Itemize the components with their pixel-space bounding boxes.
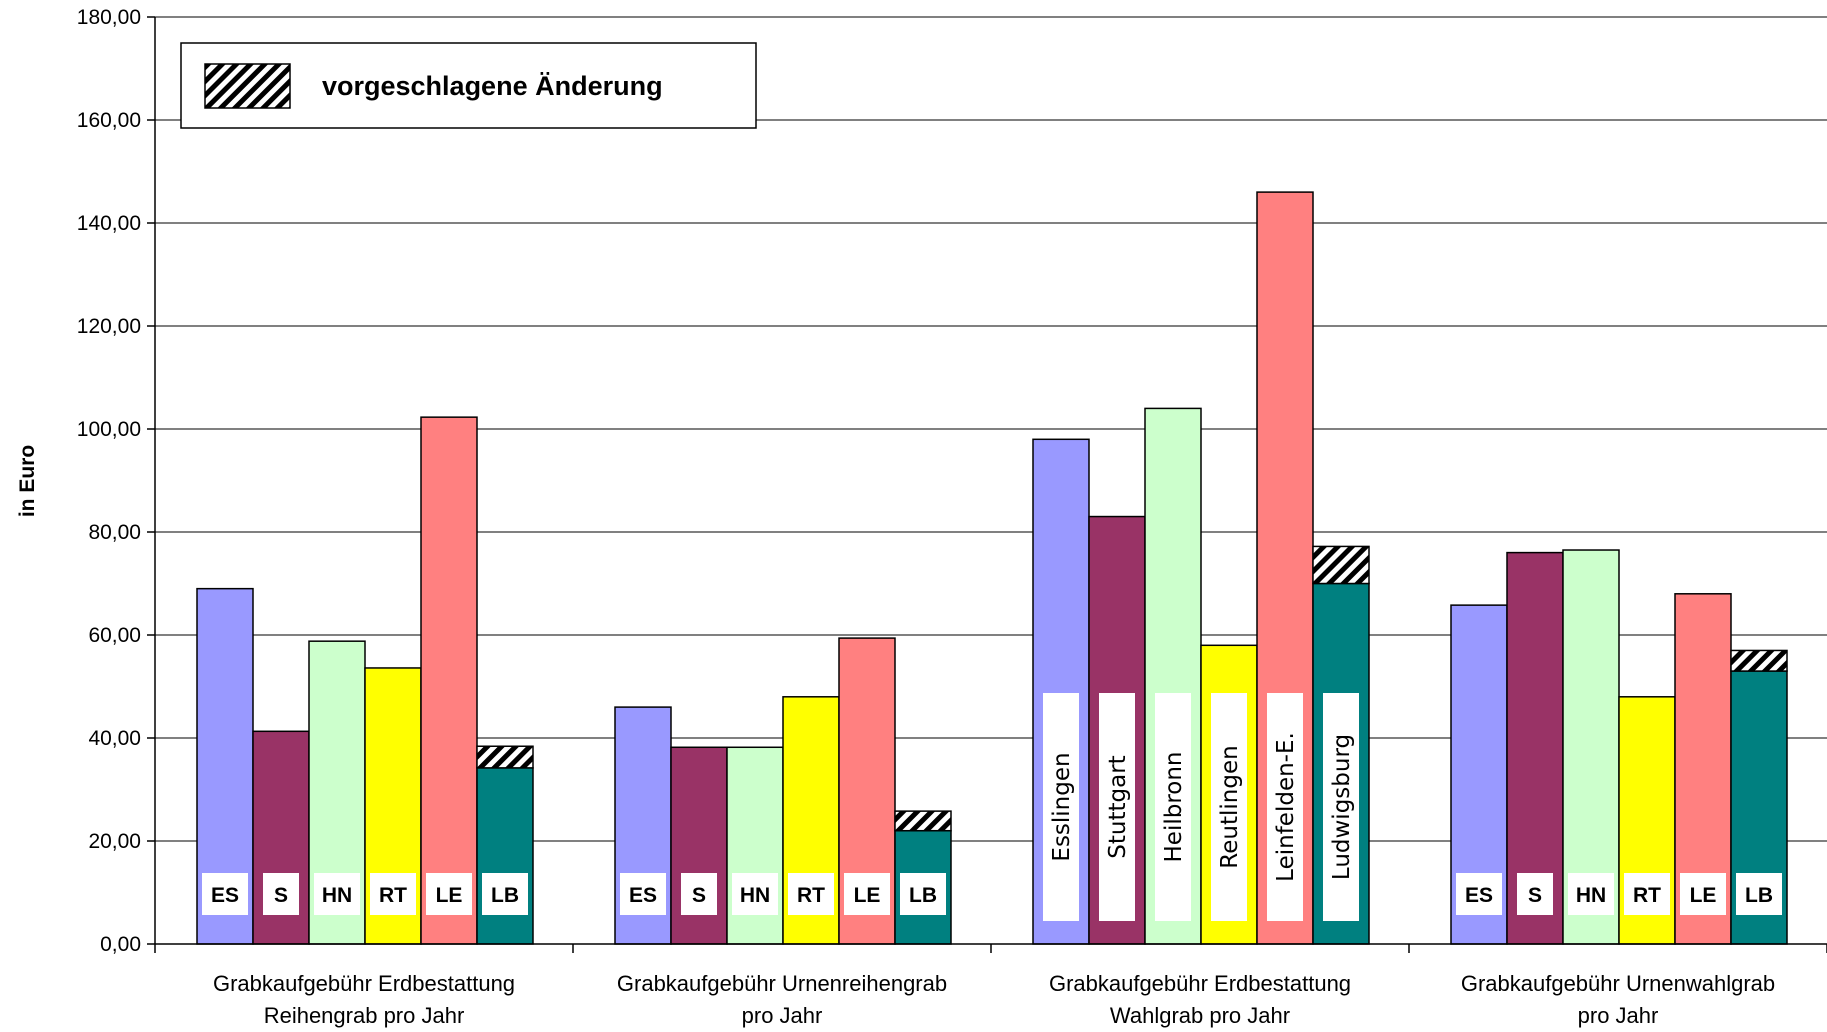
bar-label: LE xyxy=(1690,884,1717,907)
bar-label-box xyxy=(1736,873,1782,915)
bar-label-box xyxy=(202,873,248,915)
bar-label: RT xyxy=(797,884,825,907)
y-tick-label: 0,00 xyxy=(100,933,141,956)
bar-label: ES xyxy=(1465,884,1493,907)
bar-label-box xyxy=(1323,693,1359,921)
category-label: pro Jahr xyxy=(742,1003,823,1028)
bar-label-box xyxy=(1517,873,1553,915)
y-tick-label: 120,00 xyxy=(77,315,141,338)
bar-proposed-change xyxy=(1312,545,1370,585)
legend-label: vorgeschlagene Änderung xyxy=(322,71,663,101)
category-label: Grabkaufgebühr Urnenreihengrab xyxy=(617,971,947,996)
bar-proposed-change xyxy=(476,745,534,769)
bar-label: ES xyxy=(629,884,657,907)
bar-label-box xyxy=(1099,693,1135,921)
category-label: Wahlgrab pro Jahr xyxy=(1110,1003,1290,1028)
legend: vorgeschlagene Änderung xyxy=(180,42,757,129)
y-tick-label: 100,00 xyxy=(77,418,141,441)
bar-label: LB xyxy=(909,884,937,907)
bar-label-box xyxy=(482,873,528,915)
category-label: Grabkaufgebühr Erdbestattung xyxy=(213,971,515,996)
bar-label: Stuttgart xyxy=(1105,755,1131,858)
legend-swatch xyxy=(204,63,291,109)
bar-label: Leinfelden-E. xyxy=(1273,732,1299,882)
bar-proposed-change xyxy=(894,810,952,832)
bar-label-box xyxy=(263,873,299,915)
bar-label-box xyxy=(370,873,416,915)
bar-label-box xyxy=(1456,873,1502,915)
category-label: Reihengrab pro Jahr xyxy=(264,1003,465,1028)
y-tick-label: 20,00 xyxy=(88,830,141,853)
bar-label-box xyxy=(1267,693,1303,921)
bar-label-box xyxy=(1680,873,1726,915)
bar-label-box xyxy=(426,873,472,915)
bar-label: S xyxy=(692,884,706,907)
bar-label-box xyxy=(732,873,778,915)
bar-label-box xyxy=(900,873,946,915)
bar-label: LE xyxy=(436,884,463,907)
bar-lb xyxy=(476,767,534,945)
bar-label: HN xyxy=(1576,884,1606,907)
bar-label: Reutlingen xyxy=(1217,745,1243,868)
bar-label: Esslingen xyxy=(1049,752,1075,861)
bar-label: ES xyxy=(211,884,239,907)
bar-label: LB xyxy=(491,884,519,907)
bar-label: S xyxy=(1528,884,1542,907)
bar-label-box xyxy=(1211,693,1247,921)
y-tick-label: 180,00 xyxy=(77,6,141,29)
bar-label: HN xyxy=(740,884,770,907)
category-label: Grabkaufgebühr Urnenwahlgrab xyxy=(1461,971,1775,996)
bar-label-box xyxy=(844,873,890,915)
bar-label: RT xyxy=(379,884,407,907)
bar-label: S xyxy=(274,884,288,907)
y-tick-label: 40,00 xyxy=(88,727,141,750)
category-label: pro Jahr xyxy=(1578,1003,1659,1028)
bar-label-box xyxy=(314,873,360,915)
bar-label-box xyxy=(1155,693,1191,921)
bar-label: RT xyxy=(1633,884,1661,907)
y-tick-label: 80,00 xyxy=(88,521,141,544)
bar-proposed-change xyxy=(1730,649,1788,672)
bar-label-box xyxy=(1624,873,1670,915)
bar-label-box xyxy=(788,873,834,915)
bar-label: Ludwigsburg xyxy=(1329,734,1355,880)
bar-label-box xyxy=(620,873,666,915)
bar-le xyxy=(420,416,478,945)
y-tick-label: 60,00 xyxy=(88,624,141,647)
y-tick-label: 140,00 xyxy=(77,212,141,235)
category-label: Grabkaufgebühr Erdbestattung xyxy=(1049,971,1351,996)
y-axis-label: in Euro xyxy=(16,445,39,517)
bar-label: LB xyxy=(1745,884,1773,907)
bar-label: HN xyxy=(322,884,352,907)
bar-label: LE xyxy=(854,884,881,907)
bar-label-box xyxy=(681,873,717,915)
bar-label-box xyxy=(1043,693,1079,921)
bar-label: Heilbronn xyxy=(1161,751,1187,862)
y-tick-label: 160,00 xyxy=(77,109,141,132)
bar-label-box xyxy=(1568,873,1614,915)
